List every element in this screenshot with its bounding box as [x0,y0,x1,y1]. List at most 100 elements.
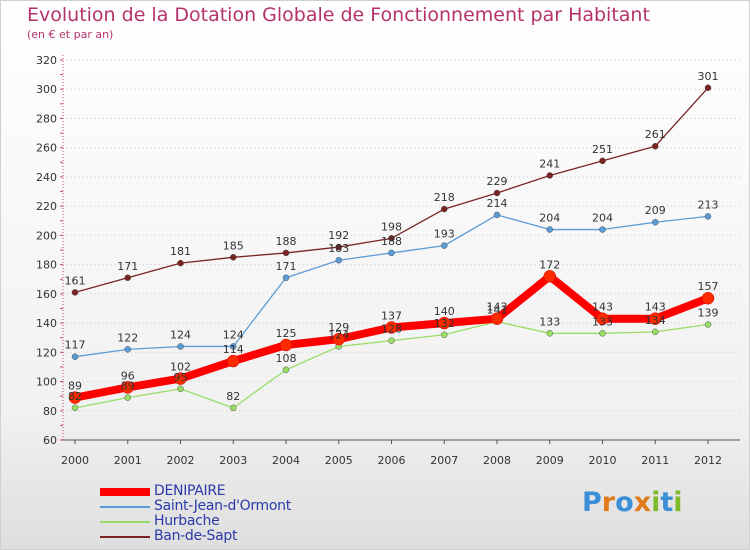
chart-subtitle: (en € et par an) [27,28,114,41]
y-tick-label: 280 [36,112,57,125]
y-tick-label: 260 [36,142,57,155]
data-label: 143 [645,301,666,314]
data-label: 124 [223,328,244,341]
x-tick-label: 2001 [114,454,142,467]
data-point [652,219,659,226]
data-label: 183 [328,242,349,255]
data-label: 188 [381,235,402,248]
data-point [388,235,395,242]
data-point [543,270,556,283]
data-point [438,316,451,330]
data-label: 137 [381,309,402,322]
data-label: 198 [381,220,402,233]
data-point [332,332,345,346]
data-point [546,172,553,179]
data-label: 143 [487,301,508,314]
y-tick-label: 240 [36,171,57,184]
data-label: 209 [645,204,666,217]
proxiti-logo: Proxiti [582,487,683,518]
grid-lines [63,59,740,441]
legend-label: Ban-de-Sapt [154,528,238,544]
logo-letter: r [601,487,616,518]
data-label: 241 [539,157,560,170]
data-point [279,338,293,352]
data-point [124,346,131,353]
y-tick-label: 200 [36,229,57,242]
data-label: 95 [174,371,188,384]
data-point [490,312,504,325]
data-label: 108 [276,352,297,365]
data-label: 102 [170,361,191,374]
data-label: 133 [539,315,560,328]
data-point [68,391,82,404]
data-point [385,321,398,334]
data-point [441,205,448,213]
data-label: 139 [698,307,719,320]
data-label: 192 [328,229,349,242]
data-point [227,354,240,368]
y-tick-label: 180 [36,259,57,272]
data-point [124,394,131,401]
logo-letter: o [615,487,634,518]
chart-title: Evolution de la Dotation Globale de Fonc… [27,4,650,26]
x-tick-label: 2003 [219,454,247,467]
data-label: 129 [328,321,349,334]
data-point [230,343,237,350]
data-point [493,211,501,219]
axes [60,55,740,444]
data-label: 117 [65,339,86,352]
y-tick-label: 140 [36,317,57,330]
data-point [335,257,342,264]
legend-label: Hurbache [154,513,220,529]
logo-letter: P [582,487,602,518]
x-tick-label: 2012 [694,454,722,467]
data-label: 161 [65,274,86,287]
data-point [282,366,290,374]
data-point [441,242,448,249]
data-label: 204 [592,212,613,225]
data-label: 89 [68,380,82,393]
legend-swatch [100,488,150,496]
data-label: 143 [592,301,613,314]
data-label: 213 [698,198,719,211]
data-label: 261 [645,128,666,141]
y-tick-label: 160 [36,288,57,301]
x-tick-label: 2008 [483,454,511,467]
data-point [177,259,184,267]
data-point [441,331,448,338]
data-label: 133 [592,315,613,328]
data-point [599,226,606,233]
data-label: 251 [592,143,613,156]
data-label: 124 [170,328,191,341]
data-point [649,312,662,325]
data-label: 229 [487,175,508,188]
data-label: 122 [117,331,138,344]
x-tick-label: 2006 [378,454,406,467]
legend-label: Saint-Jean-d'Ormont [154,498,291,514]
data-label: 172 [539,258,560,271]
data-point [230,254,237,261]
data-label: 141 [487,304,508,317]
data-label: 124 [328,328,349,341]
x-tick-label: 2011 [641,454,669,467]
y-tick-label: 100 [36,376,57,389]
legend-swatch [100,521,150,523]
data-point [282,249,290,257]
data-label: 134 [645,314,666,327]
data-point [599,157,606,165]
y-tick-label: 80 [43,405,57,418]
data-label: 128 [381,323,402,336]
data-label: 214 [487,197,508,210]
logo-letter: i [651,487,661,518]
data-label: 132 [434,317,455,330]
data-point [124,274,131,281]
y-tick-label: 220 [36,200,57,213]
data-point [388,337,395,344]
data-point [174,372,187,385]
data-label: 125 [276,327,297,340]
y-tick-label: 300 [36,83,57,96]
x-tick-label: 2002 [167,454,195,467]
data-point [704,321,712,328]
